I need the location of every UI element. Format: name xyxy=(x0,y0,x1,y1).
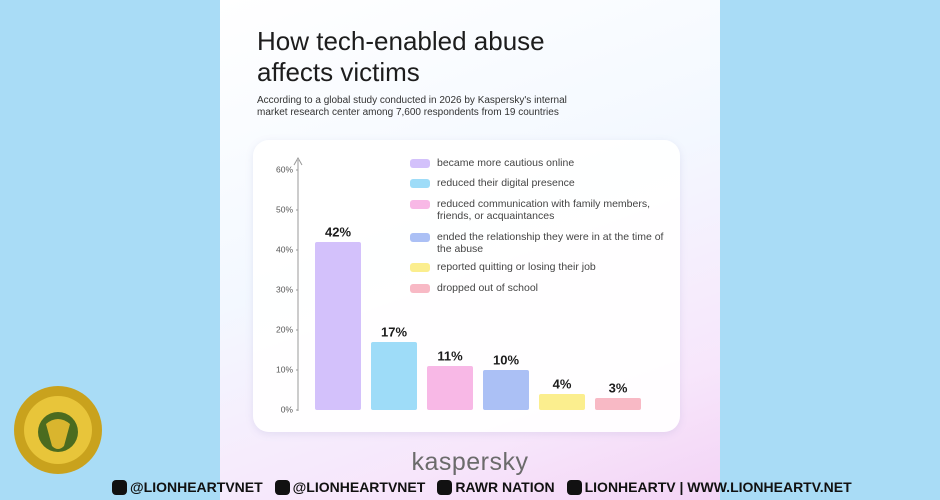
bar xyxy=(371,342,417,410)
value-label: 10% xyxy=(493,352,519,367)
value-label: 42% xyxy=(325,224,351,239)
legend-swatch xyxy=(410,159,430,168)
legend-label: reduced communication with family member… xyxy=(437,198,650,222)
legend-swatch xyxy=(410,284,430,293)
y-tick-label: 10% xyxy=(276,364,293,374)
footer-item: @LIONHEARTVNET xyxy=(112,479,263,495)
value-label: 3% xyxy=(609,380,628,395)
footer-item: LIONHEARTV | WWW.LIONHEARTV.NET xyxy=(566,479,852,495)
legend-label: reported quitting or losing their job xyxy=(437,261,596,273)
brand-logo: kaspersky xyxy=(411,448,529,476)
bar xyxy=(427,366,473,410)
y-tick-label: 20% xyxy=(276,324,293,334)
legend-label: dropped out of school xyxy=(437,282,538,294)
value-label: 4% xyxy=(553,376,572,391)
bar xyxy=(315,242,361,410)
lion-logo xyxy=(14,386,102,474)
footer-bar: @LIONHEARTVNET @LIONHEARTVNET RAWR NATION L… xyxy=(112,476,940,498)
legend-swatch xyxy=(410,263,430,272)
legend-label: ended the relationship they were in at t… xyxy=(437,231,664,255)
bar xyxy=(483,370,529,410)
y-tick-label: 40% xyxy=(276,244,293,254)
value-label: 17% xyxy=(381,324,407,339)
legend-label: became more cautious online xyxy=(437,157,575,169)
legend-label: reduced their digital presence xyxy=(437,177,575,189)
y-tick-label: 60% xyxy=(276,164,293,174)
y-tick-label: 30% xyxy=(276,284,293,294)
chart-title: How tech-enabled abuse affects victims xyxy=(257,26,545,87)
chart-subtitle: According to a global study conducted in… xyxy=(257,95,567,118)
footer-icon xyxy=(274,479,290,495)
legend-swatch xyxy=(410,233,430,242)
y-tick-label: 50% xyxy=(276,204,293,214)
value-label: 11% xyxy=(437,348,463,363)
y-tick-label: 0% xyxy=(281,404,294,414)
bar xyxy=(595,398,641,410)
footer-text: LIONHEARTV | WWW.LIONHEARTV.NET xyxy=(584,479,852,495)
footer-icon xyxy=(437,479,453,495)
footer-icon xyxy=(566,479,582,495)
bar xyxy=(539,394,585,410)
footer-item: @LIONHEARTVNET xyxy=(274,479,426,495)
footer-icon xyxy=(112,479,127,495)
footer-text: @LIONHEARTVNET xyxy=(130,479,263,495)
footer-item: RAWR NATION xyxy=(437,479,555,495)
axis-arrow xyxy=(293,156,303,166)
legend-swatch xyxy=(410,179,430,188)
footer-text: @LIONHEARTVNET xyxy=(292,479,426,495)
legend-swatch xyxy=(410,200,430,209)
footer-text: RAWR NATION xyxy=(455,479,555,495)
